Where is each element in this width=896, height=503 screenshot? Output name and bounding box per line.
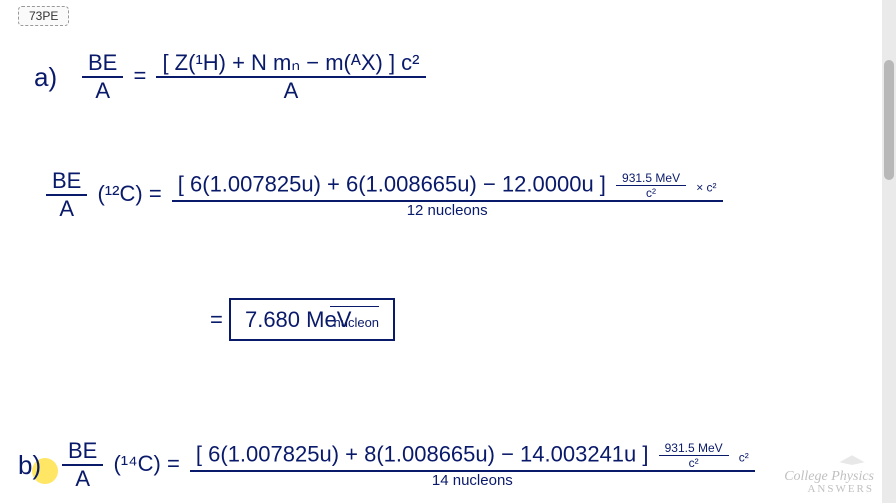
part-b-label: b) xyxy=(18,450,41,481)
eq-b-rhs-num: [ 6(1.007825u) + 8(1.008665u) − 14.00324… xyxy=(196,441,649,466)
eq-a2-rhs-den: 12 nucleons xyxy=(172,202,723,219)
equals-sign: = xyxy=(210,307,229,332)
eq-a2-nuclide: (¹²C) xyxy=(97,181,142,206)
scrollbar-track[interactable] xyxy=(882,0,896,503)
eq-b-rhs-den: 14 nucleons xyxy=(190,472,755,489)
equation-a-general: BE A = [ Z(¹H) + N mₙ − m(ᴬX) ] c² A xyxy=(78,50,430,104)
eq-a-lhs-num: BE xyxy=(82,50,123,78)
watermark: College Physics ANSWERS xyxy=(784,470,874,495)
problem-tag: 73PE xyxy=(18,6,69,26)
watermark-line1: College Physics xyxy=(784,470,874,484)
eq-b-lhs-den: A xyxy=(62,466,103,492)
equation-a-result: = 7.680 MeV nucleon xyxy=(210,298,395,341)
result-box: 7.680 MeV nucleon xyxy=(229,298,395,341)
eq-b-factor-top: 931.5 MeV xyxy=(659,441,729,456)
part-a-label: a) xyxy=(34,62,57,93)
watermark-line2: ANSWERS xyxy=(784,484,874,495)
eq-a2-factor-top: 931.5 MeV xyxy=(616,171,686,186)
equation-a-numeric: BE A (¹²C) = [ 6(1.007825u) + 6(1.008665… xyxy=(42,168,727,222)
eq-a2-tail: × c² xyxy=(696,180,716,194)
equation-b-numeric: BE A (¹⁴C) = [ 6(1.007825u) + 8(1.008665… xyxy=(58,438,759,492)
eq-a2-lhs-den: A xyxy=(46,196,87,222)
scrollbar-thumb[interactable] xyxy=(884,60,894,180)
eq-b-nuclide: (¹⁴C) xyxy=(113,451,160,476)
eq-a-rhs-num: [ Z(¹H) + N mₙ − m(ᴬX) ] c² xyxy=(156,50,425,78)
eq-a2-lhs-num: BE xyxy=(46,168,87,196)
equals-sign: = xyxy=(149,181,168,206)
result-unit: nucleon xyxy=(334,315,380,330)
equals-sign: = xyxy=(167,451,186,476)
eq-a2-factor-bot: c² xyxy=(616,186,686,200)
eq-a2-rhs-num: [ 6(1.007825u) + 6(1.008665u) − 12.0000u… xyxy=(178,171,606,196)
eq-b-tail: c² xyxy=(739,450,749,464)
book-icon xyxy=(838,451,866,467)
equals-sign: = xyxy=(133,63,152,88)
eq-a-rhs-den: A xyxy=(156,78,425,104)
eq-b-factor-bot: c² xyxy=(659,456,729,470)
eq-b-lhs-num: BE xyxy=(62,438,103,466)
eq-a-lhs-den: A xyxy=(82,78,123,104)
